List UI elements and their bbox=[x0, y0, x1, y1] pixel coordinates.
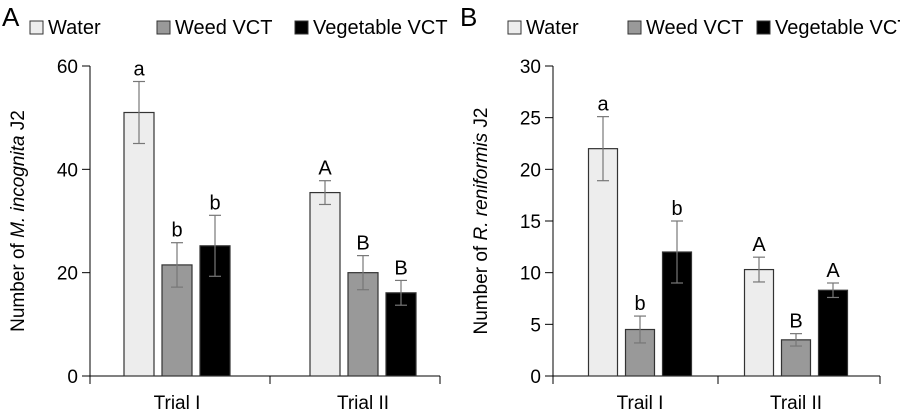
significance-label: b bbox=[671, 198, 682, 220]
y-tick-label: 15 bbox=[520, 212, 541, 233]
y-axis-title-prefix: Number of bbox=[471, 241, 492, 335]
panel-letter: A bbox=[2, 2, 20, 32]
significance-label: A bbox=[752, 234, 766, 256]
legend-label-0: Water bbox=[48, 17, 101, 39]
y-tick-label: 30 bbox=[520, 57, 541, 78]
y-tick-label: 25 bbox=[520, 109, 541, 130]
y-axis-title-suffix: J2 bbox=[471, 107, 492, 132]
y-tick-label: 5 bbox=[530, 315, 541, 336]
legend-label-2: Vegetable VCT bbox=[313, 17, 448, 39]
y-tick-label: 20 bbox=[520, 160, 541, 181]
legend-swatch-0 bbox=[507, 20, 522, 35]
legend-label-2: Vegetable VCT bbox=[775, 17, 900, 39]
legend-label-1: Weed VCT bbox=[175, 17, 272, 39]
legend-swatch-2 bbox=[294, 20, 309, 35]
panel-b: B Water Weed VCT Vegetable VCT 0 5 10 15 20 25 30 N… bbox=[460, 2, 900, 414]
significance-label: a bbox=[597, 94, 609, 116]
significance-label: A bbox=[826, 260, 840, 282]
significance-label: B bbox=[394, 257, 407, 279]
significance-label: b bbox=[171, 220, 182, 242]
significance-label: b bbox=[634, 293, 645, 315]
significance-label: A bbox=[318, 158, 332, 180]
x-category-label: Trial II bbox=[337, 393, 389, 414]
bar-water bbox=[587, 148, 619, 377]
bar-vegetable-vct bbox=[817, 289, 849, 377]
bar-water bbox=[743, 268, 775, 377]
significance-label: B bbox=[356, 233, 369, 255]
panel-a: A Water Weed VCT Vegetable VCT 0 20 40 60 Number… bbox=[2, 2, 448, 414]
y-axis-title-suffix: J2 bbox=[8, 110, 29, 135]
legend-label-0: Water bbox=[526, 17, 579, 39]
significance-label: a bbox=[133, 59, 145, 81]
legend-swatch-1 bbox=[627, 20, 642, 35]
y-tick-label: 0 bbox=[530, 367, 541, 388]
y-tick-label: 60 bbox=[57, 57, 78, 78]
legend-swatch-0 bbox=[29, 20, 44, 35]
significance-label: B bbox=[789, 311, 802, 333]
panel-letter: B bbox=[460, 2, 477, 32]
legend-swatch-1 bbox=[156, 20, 171, 35]
y-tick-label: 20 bbox=[57, 264, 78, 285]
legend-label-1: Weed VCT bbox=[646, 17, 743, 39]
bar-vegetable-vct bbox=[385, 292, 417, 377]
y-tick-label: 40 bbox=[57, 160, 78, 181]
y-axis-title: Number of R. reniformis J2 bbox=[471, 107, 492, 334]
x-category-label: Trial I bbox=[154, 393, 201, 414]
significance-label: b bbox=[209, 192, 220, 214]
y-tick-label: 0 bbox=[67, 367, 78, 388]
bar-water bbox=[309, 191, 341, 377]
x-category-label: Trail I bbox=[617, 393, 664, 414]
y-axis-title-species: M. incognita bbox=[8, 135, 29, 237]
legend-swatch-2 bbox=[756, 20, 771, 35]
x-category-label: Trail II bbox=[770, 393, 822, 414]
y-axis-title: Number of M. incognita J2 bbox=[8, 110, 29, 332]
y-tick-label: 10 bbox=[520, 264, 541, 285]
bar-water bbox=[123, 111, 155, 377]
y-axis-title-prefix: Number of bbox=[8, 238, 29, 332]
y-axis-title-species: R. reniformis bbox=[471, 132, 492, 240]
